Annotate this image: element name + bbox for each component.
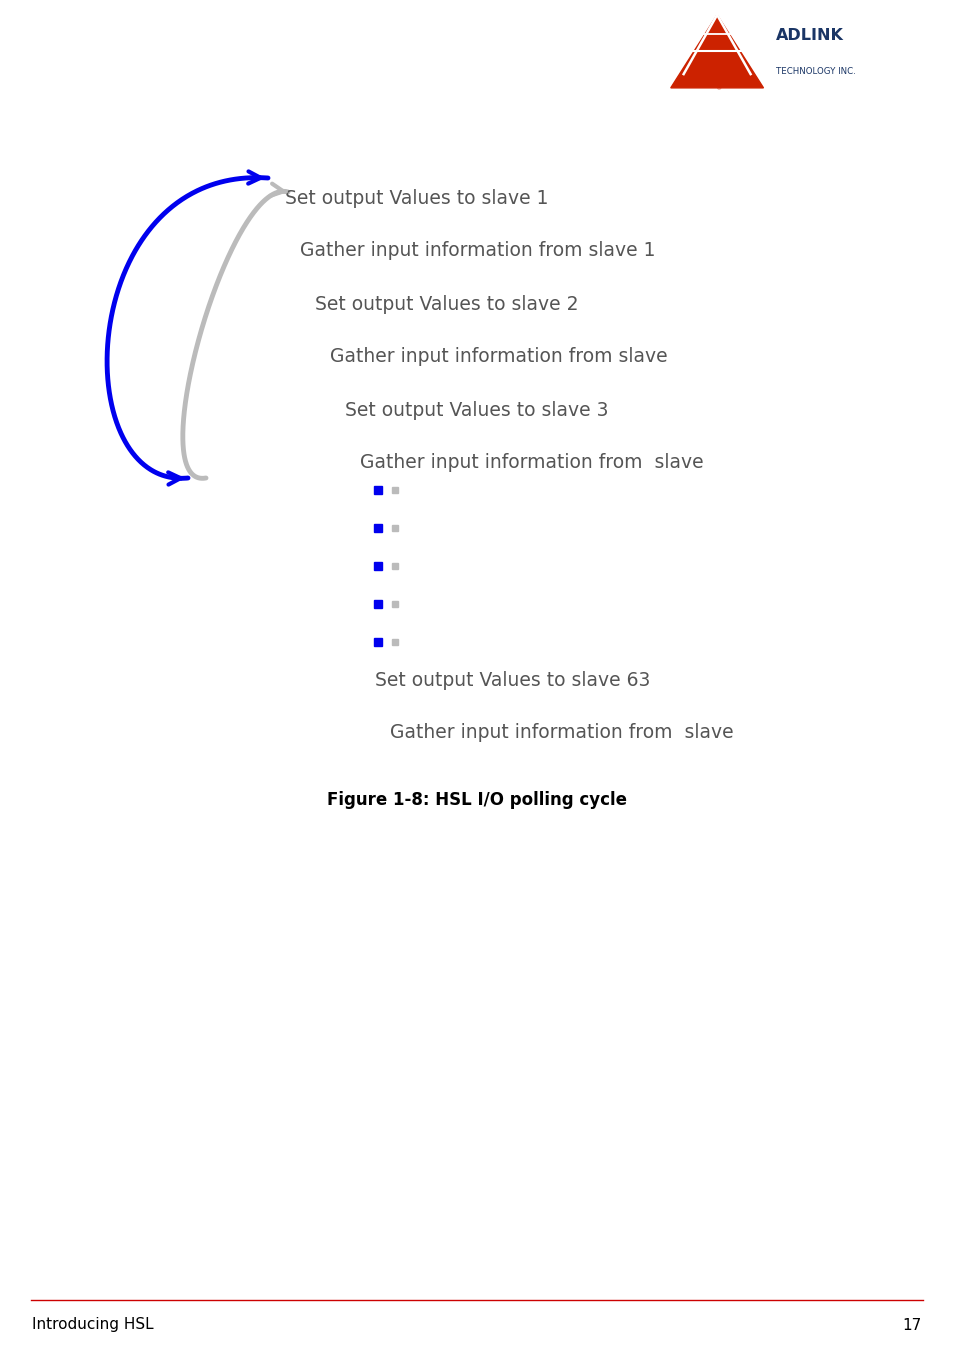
Polygon shape <box>670 15 762 88</box>
Text: Set output Values to slave 2: Set output Values to slave 2 <box>314 295 578 314</box>
Text: ®: ® <box>715 87 720 91</box>
Text: Set output Values to slave 3: Set output Values to slave 3 <box>345 400 608 419</box>
Text: Set output Values to slave 63: Set output Values to slave 63 <box>375 671 650 690</box>
Text: Gather input information from slave: Gather input information from slave <box>330 347 667 366</box>
Text: ADLINK: ADLINK <box>776 27 843 43</box>
Text: Gather input information from  slave: Gather input information from slave <box>359 453 703 472</box>
Text: 17: 17 <box>902 1317 921 1333</box>
Text: Set output Values to slave 1: Set output Values to slave 1 <box>285 188 548 207</box>
Text: TECHNOLOGY INC.: TECHNOLOGY INC. <box>776 68 855 76</box>
Text: Gather input information from slave 1: Gather input information from slave 1 <box>299 242 655 261</box>
Text: Introducing HSL: Introducing HSL <box>32 1317 153 1333</box>
Text: Gather input information from  slave: Gather input information from slave <box>390 723 733 742</box>
Text: Figure 1-8: HSL I/O polling cycle: Figure 1-8: HSL I/O polling cycle <box>327 791 626 808</box>
